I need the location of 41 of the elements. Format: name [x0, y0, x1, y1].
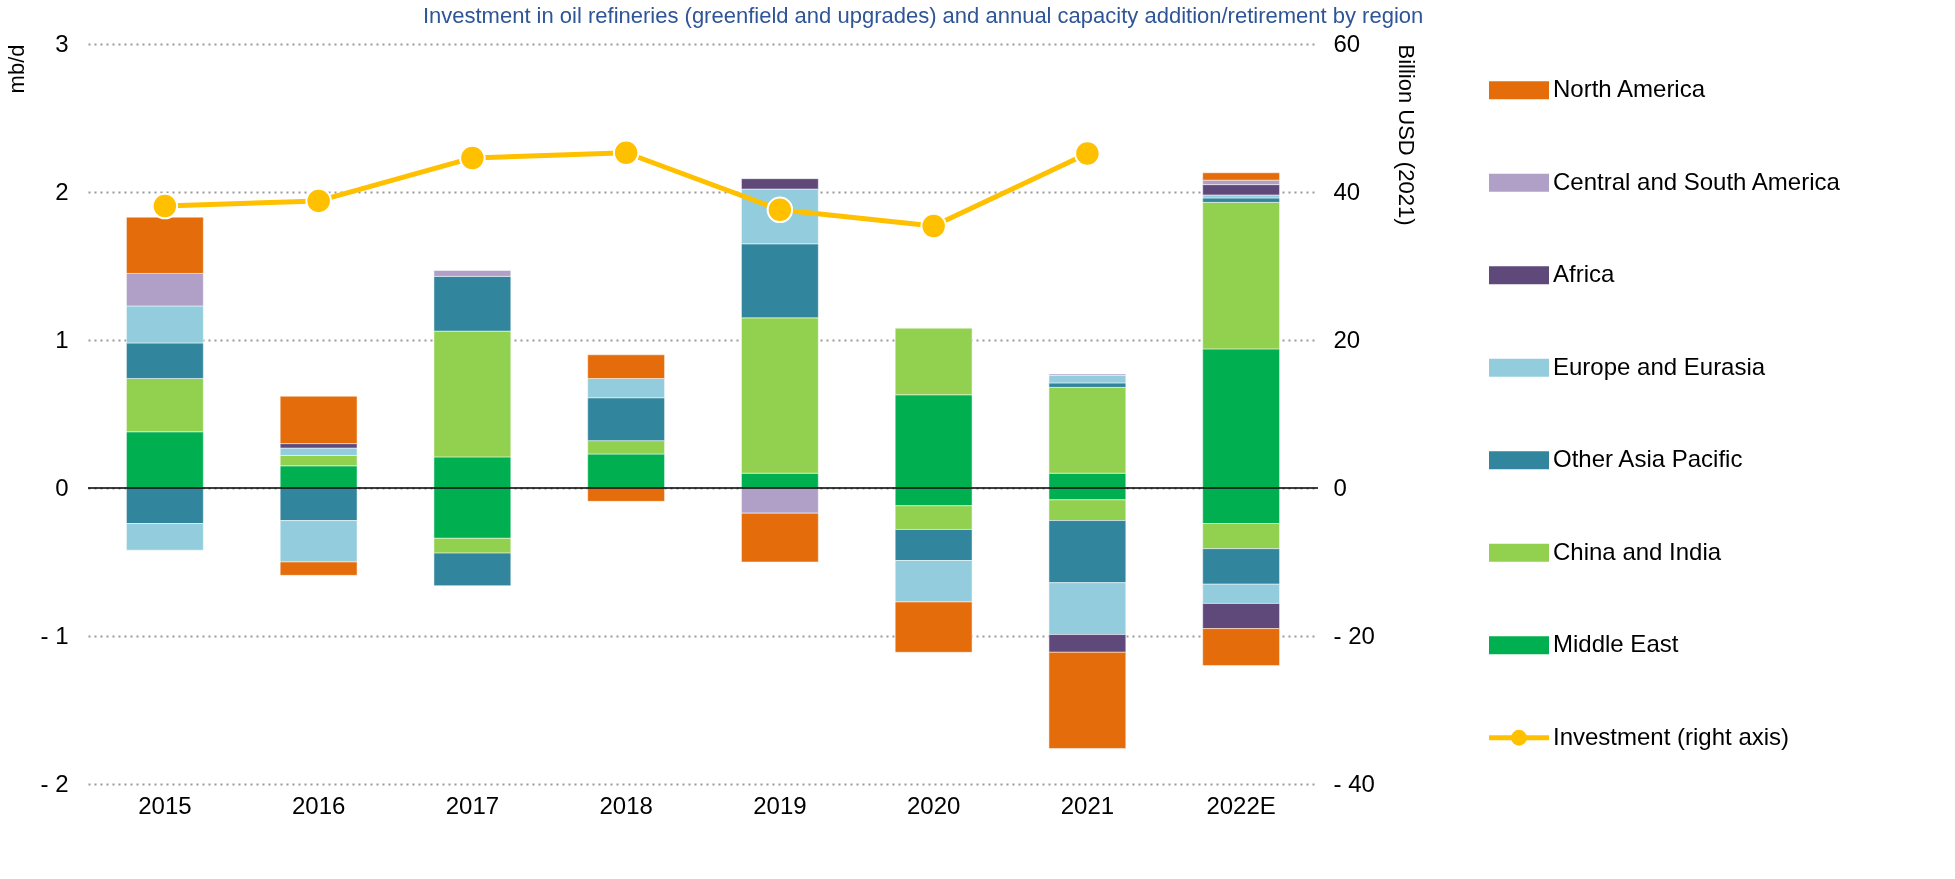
point: [305, 187, 332, 215]
point: [1074, 140, 1101, 167]
x-tick-label: 2020: [906, 791, 961, 819]
y-tick-label: - 2: [40, 769, 69, 797]
x-tick-label: 2015: [138, 791, 192, 819]
legend-label: China and India: [1553, 537, 1722, 565]
x-tick-label: 2016: [291, 791, 346, 819]
legend-label: Investment (right axis): [1553, 722, 1790, 750]
point: [612, 139, 640, 166]
point: [920, 212, 947, 240]
y-tick-label: 2: [55, 177, 69, 205]
y-tick-label: 0: [55, 473, 69, 501]
legend-label: Central and South America: [1553, 167, 1841, 195]
y2-axis-title: Billion USD (2021): [1393, 44, 1419, 226]
legend-label: Africa: [1553, 260, 1615, 288]
x-tick-label: 2018: [599, 791, 653, 819]
x-tick-label: 2019: [753, 791, 807, 819]
bar: [1202, 172, 1280, 181]
y-tick-label: - 1: [40, 621, 69, 649]
y-axis-title: mb/d: [3, 44, 29, 94]
y2-tick-label: 40: [1333, 177, 1361, 205]
point: [151, 192, 179, 220]
bar: [1202, 184, 1280, 196]
chart-title: Investment in oil refineries (greenfield and upgrades) and annual capacity addition/retirement by region: [422, 3, 1424, 28]
y2-tick-label: 0: [1333, 473, 1347, 501]
legend-label: Other Asia Pacific: [1553, 445, 1743, 473]
y-tick-label: 1: [55, 325, 69, 353]
y2-tick-label: - 20: [1333, 621, 1375, 649]
y2-tick-label: 20: [1333, 325, 1361, 353]
bar: [1048, 375, 1127, 384]
bar: [587, 487, 665, 502]
x-tick-label: 2017: [445, 791, 500, 819]
y2-tick-label: 60: [1333, 29, 1361, 57]
legend-label: Europe and Eurasia: [1553, 352, 1766, 380]
x-tick-label: 2022E: [1206, 791, 1276, 819]
legend-label: North America: [1553, 75, 1706, 103]
y2-tick-label: - 40: [1333, 769, 1375, 797]
legend-label: Middle East: [1553, 630, 1679, 658]
point: [459, 144, 486, 172]
y-tick-label: 3: [55, 29, 69, 57]
x-tick-label: 2021: [1060, 791, 1115, 819]
